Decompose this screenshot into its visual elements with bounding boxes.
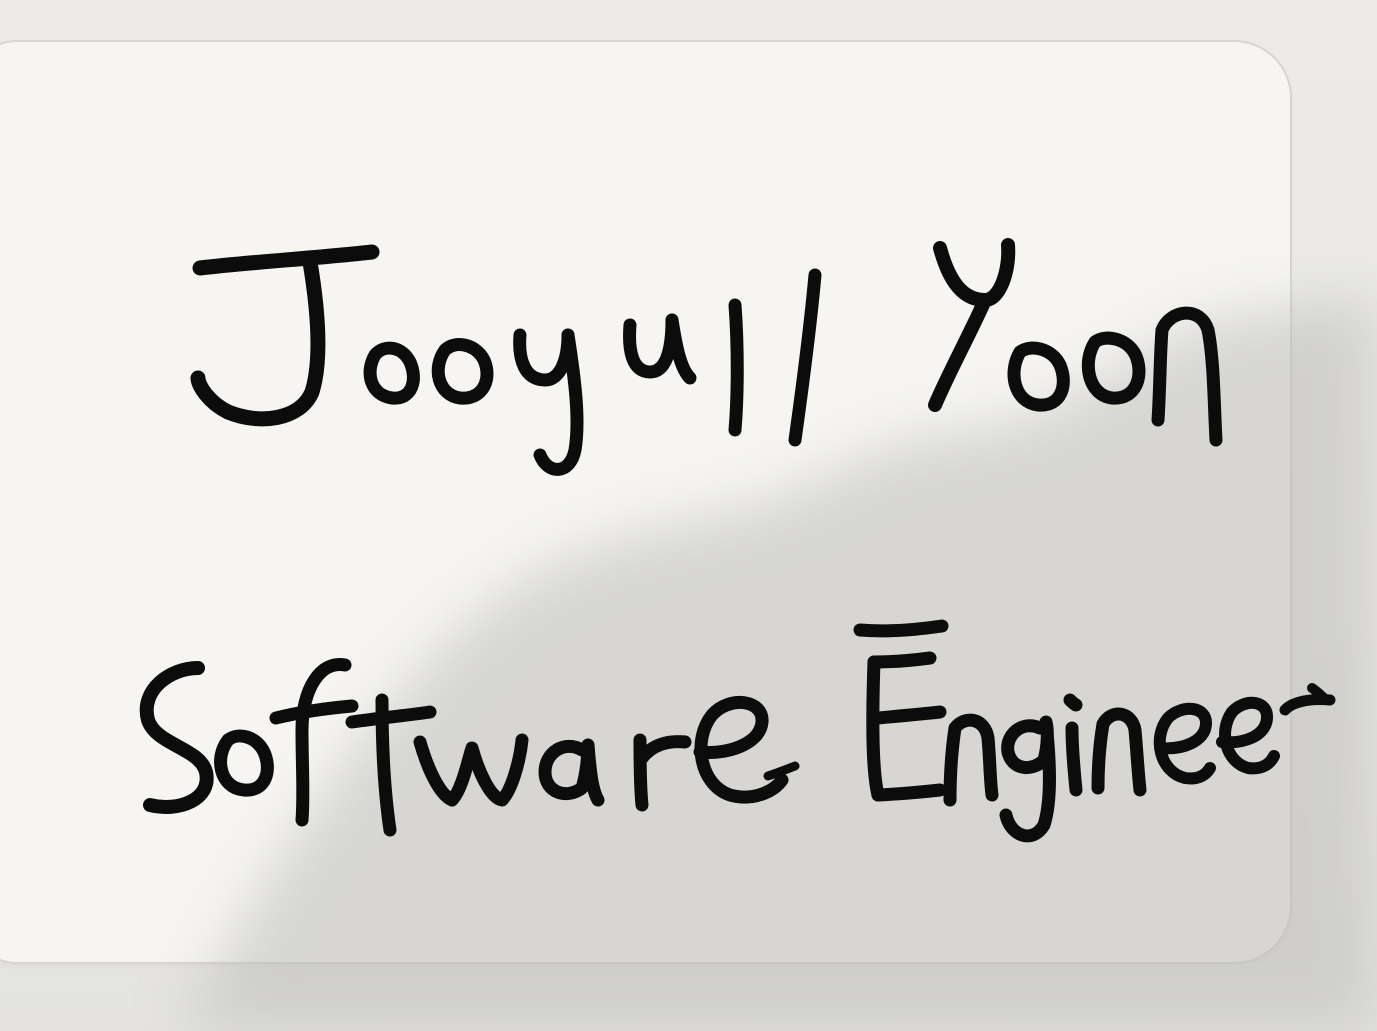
title-handwriting	[139, 619, 1336, 843]
name-handwriting	[190, 238, 1223, 476]
